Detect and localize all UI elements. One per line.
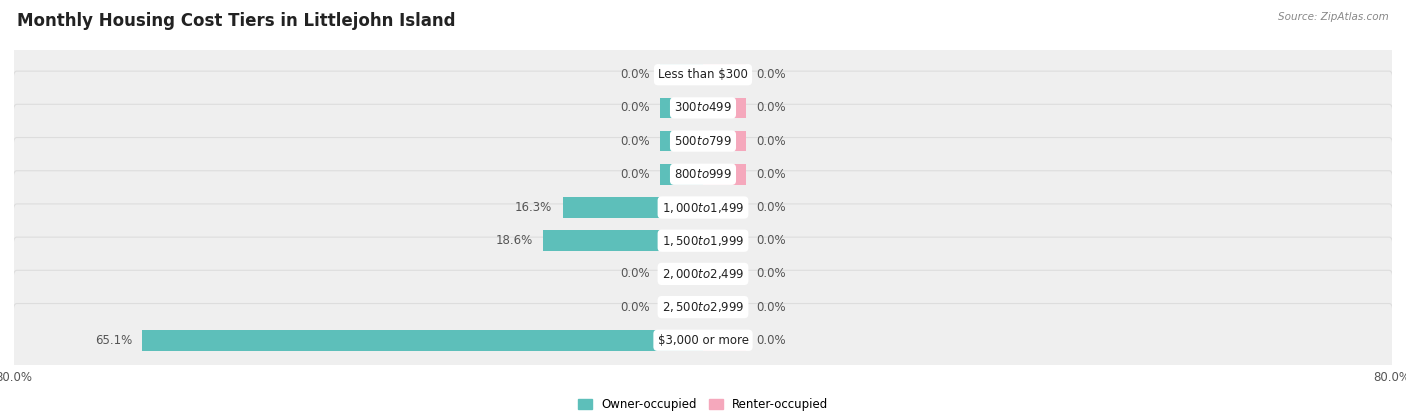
Bar bbox=[703, 64, 747, 85]
Text: $1,000 to $1,499: $1,000 to $1,499 bbox=[662, 200, 744, 215]
Text: 0.0%: 0.0% bbox=[620, 68, 650, 81]
FancyBboxPatch shape bbox=[13, 237, 1393, 311]
FancyBboxPatch shape bbox=[13, 137, 1393, 211]
Text: Monthly Housing Cost Tiers in Littlejohn Island: Monthly Housing Cost Tiers in Littlejohn… bbox=[17, 12, 456, 30]
Text: 0.0%: 0.0% bbox=[620, 300, 650, 314]
FancyBboxPatch shape bbox=[13, 204, 1393, 278]
Text: 0.0%: 0.0% bbox=[756, 134, 786, 148]
Text: 0.0%: 0.0% bbox=[756, 234, 786, 247]
Bar bbox=[562, 197, 703, 218]
Text: 0.0%: 0.0% bbox=[756, 168, 786, 181]
Text: 0.0%: 0.0% bbox=[756, 334, 786, 347]
Text: $2,000 to $2,499: $2,000 to $2,499 bbox=[662, 267, 744, 281]
Bar bbox=[659, 164, 703, 185]
Text: 0.0%: 0.0% bbox=[620, 134, 650, 148]
Text: 0.0%: 0.0% bbox=[756, 300, 786, 314]
Text: $500 to $799: $500 to $799 bbox=[673, 134, 733, 148]
FancyBboxPatch shape bbox=[13, 38, 1393, 112]
FancyBboxPatch shape bbox=[13, 270, 1393, 344]
Bar bbox=[659, 64, 703, 85]
FancyBboxPatch shape bbox=[13, 104, 1393, 178]
Text: 0.0%: 0.0% bbox=[620, 168, 650, 181]
Bar bbox=[703, 164, 747, 185]
Bar bbox=[703, 230, 747, 251]
Text: 0.0%: 0.0% bbox=[756, 201, 786, 214]
Bar bbox=[703, 264, 747, 284]
FancyBboxPatch shape bbox=[13, 171, 1393, 244]
Text: $800 to $999: $800 to $999 bbox=[673, 168, 733, 181]
Bar bbox=[659, 297, 703, 317]
Text: Less than $300: Less than $300 bbox=[658, 68, 748, 81]
Bar bbox=[703, 330, 747, 351]
Text: 18.6%: 18.6% bbox=[495, 234, 533, 247]
Bar bbox=[543, 230, 703, 251]
Legend: Owner-occupied, Renter-occupied: Owner-occupied, Renter-occupied bbox=[572, 393, 834, 415]
FancyBboxPatch shape bbox=[13, 71, 1393, 145]
Bar bbox=[142, 330, 703, 351]
Bar bbox=[703, 197, 747, 218]
Bar bbox=[703, 131, 747, 151]
Text: $3,000 or more: $3,000 or more bbox=[658, 334, 748, 347]
Bar bbox=[703, 297, 747, 317]
Text: 0.0%: 0.0% bbox=[756, 267, 786, 281]
Bar bbox=[703, 98, 747, 118]
Text: 65.1%: 65.1% bbox=[94, 334, 132, 347]
Bar bbox=[659, 264, 703, 284]
Text: $300 to $499: $300 to $499 bbox=[673, 101, 733, 115]
Text: $1,500 to $1,999: $1,500 to $1,999 bbox=[662, 234, 744, 248]
Text: $2,500 to $2,999: $2,500 to $2,999 bbox=[662, 300, 744, 314]
Bar bbox=[659, 98, 703, 118]
Text: 0.0%: 0.0% bbox=[620, 101, 650, 115]
Text: 0.0%: 0.0% bbox=[620, 267, 650, 281]
Text: 0.0%: 0.0% bbox=[756, 68, 786, 81]
Text: 0.0%: 0.0% bbox=[756, 101, 786, 115]
FancyBboxPatch shape bbox=[13, 303, 1393, 377]
Text: Source: ZipAtlas.com: Source: ZipAtlas.com bbox=[1278, 12, 1389, 22]
Bar bbox=[659, 131, 703, 151]
Text: 16.3%: 16.3% bbox=[515, 201, 553, 214]
